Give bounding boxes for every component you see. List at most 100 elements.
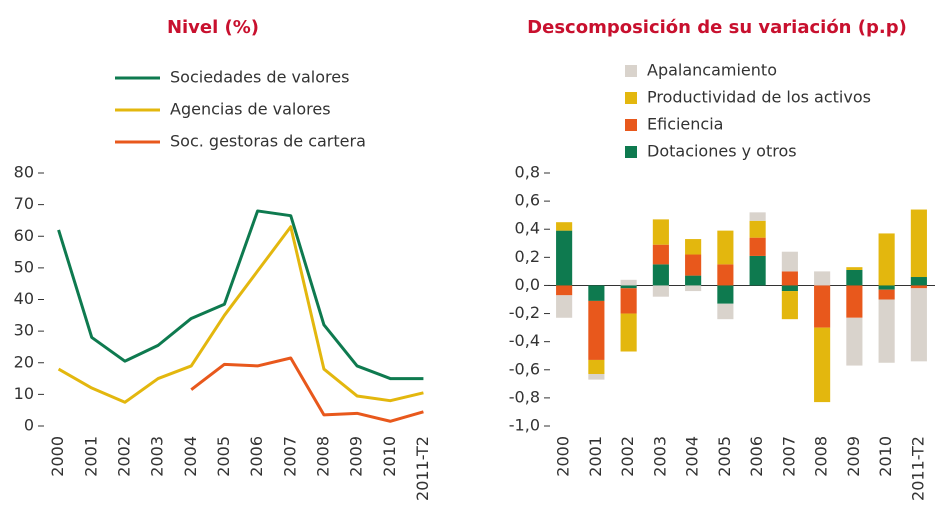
y-tick-label: 40 [14,289,34,308]
bar-segment [814,271,831,286]
bar-segment [846,269,863,286]
x-tick-label: 2005 [214,436,233,477]
legend-swatch [625,119,637,131]
y-tick-label: 0,6 [515,191,540,210]
y-tick-label: 0,8 [515,163,540,182]
bar-segment [620,313,637,352]
y-tick-label: 20 [14,352,34,371]
x-tick-label: 2008 [313,436,332,477]
legend-label: Agencias de valores [170,100,331,119]
bar-segment [620,288,637,314]
x-tick-label: 2008 [812,436,831,477]
x-tick-label: 2009 [347,436,366,477]
legend-swatch [625,92,637,104]
line [190,356,424,423]
bar-segment [781,271,798,286]
legend-label: Productividad de los activos [647,88,871,107]
bar-segment [652,244,669,265]
y-tick-label: 0,4 [515,219,540,238]
bar-segment [878,233,895,286]
x-tick-label: 2009 [844,436,863,477]
bar-segment [620,285,637,289]
y-tick-label: 0,0 [515,275,540,294]
legend-swatch [625,146,637,158]
x-tick-label: 2007 [779,436,798,477]
bar-segment [652,264,669,286]
x-tick-label: 2001 [81,436,100,477]
x-tick-label: 2011-T2 [908,436,927,501]
bar-segment [910,209,927,278]
bar-segment [685,285,702,292]
x-tick-label: 2000 [554,436,573,477]
x-tick-label: 2010 [380,436,399,477]
bar-segment [717,303,734,320]
bar-segment [878,289,895,300]
x-tick-label: 2011-T2 [413,436,432,501]
bar-segment [652,285,669,297]
x-tick-label: 2001 [586,436,605,477]
x-tick-label: 2007 [280,436,299,477]
y-tick-label: 70 [14,194,34,213]
y-tick-label: -0,8 [509,387,540,406]
y-tick-label: 60 [14,226,34,245]
bar-segment [781,285,798,292]
x-tick-label: 2000 [48,436,67,477]
bar-segment [814,327,831,403]
chart-title: Descomposición de su variación (p.p) [527,17,907,38]
y-tick-label: 10 [14,384,34,403]
bar-segment [814,285,831,328]
x-tick-label: 2010 [876,436,895,477]
bar-segment [620,279,637,286]
y-tick-label: 50 [14,257,34,276]
bar-segment [588,359,605,374]
bar-segment [652,219,669,245]
bar-segment [781,251,798,272]
x-tick-label: 2002 [618,436,637,477]
bar-segment [717,285,734,304]
bar-segment [878,299,895,363]
bar-segment [556,222,573,231]
bar-segment [588,285,605,301]
y-tick-label: -1,0 [509,416,540,435]
bar-segment [749,255,766,286]
y-tick-label: 80 [14,163,34,182]
bar-segment [846,285,863,318]
bar-segment [556,295,573,318]
x-tick-label: 2003 [650,436,669,477]
bar-segment [556,230,573,286]
y-tick-label: -0,2 [509,303,540,322]
bar-segment [588,300,605,360]
bar-segment [717,230,734,265]
x-tick-label: 2006 [747,436,766,477]
bar-segment [685,254,702,276]
line [57,225,424,404]
bar-segment [910,285,927,289]
legend-swatch [625,65,637,77]
bar-segment [556,285,573,296]
bar-segment [846,267,863,270]
y-tick-label: -0,4 [509,331,540,350]
line [57,209,424,381]
x-tick-label: 2006 [247,436,266,477]
x-tick-label: 2002 [114,436,133,477]
legend-label: Soc. gestoras de cartera [170,132,366,151]
x-tick-label: 2003 [148,436,167,477]
bar-segment [910,277,927,286]
y-tick-label: 0,2 [515,247,540,266]
bar-segment [717,264,734,286]
y-tick-label: 0 [24,416,34,435]
bar-segment [846,317,863,366]
bar-segment [910,288,927,362]
bar-segment [749,212,766,221]
x-tick-label: 2005 [715,436,734,477]
x-tick-label: 2004 [181,436,200,477]
bar-segment [685,275,702,286]
bar-segment [878,285,895,290]
legend-label: Sociedades de valores [170,68,349,87]
bar-segment [588,373,605,380]
y-tick-label: 30 [14,321,34,340]
x-tick-label: 2004 [683,436,702,477]
bar-segment [781,291,798,320]
legend-label: Eficiencia [647,115,723,134]
